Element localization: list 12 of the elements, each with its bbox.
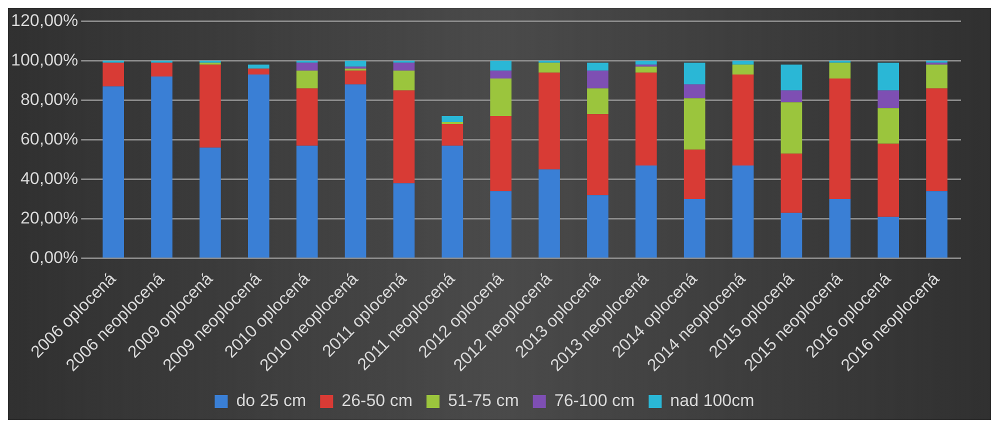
legend-label: 51-75 cm bbox=[448, 391, 519, 410]
y-tick-label: 60,00% bbox=[20, 129, 78, 148]
y-tick-label: 80,00% bbox=[20, 90, 78, 109]
legend-label: nad 100cm bbox=[670, 391, 754, 410]
y-tick-label: 100,00% bbox=[10, 50, 78, 70]
legend-label: 76-100 cm bbox=[554, 391, 635, 410]
legend-label: 26-50 cm bbox=[342, 391, 413, 410]
y-tick-label: 120,00% bbox=[10, 10, 78, 30]
y-tick-label: 0,00% bbox=[30, 248, 78, 268]
y-tick-label: 40,00% bbox=[20, 168, 78, 188]
y-tick-label: 20,00% bbox=[20, 208, 78, 228]
legend-label: do 25 cm bbox=[236, 391, 306, 410]
